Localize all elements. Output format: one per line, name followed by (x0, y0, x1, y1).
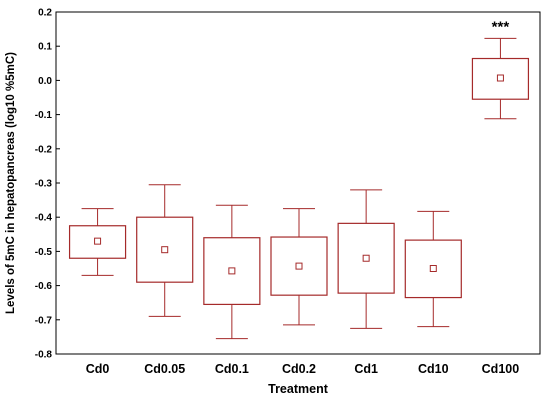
y-axis-ticks: 0.2 0.1 0.0 -0.1 -0.2 -0.3 -0.4 -0.5 -0.6 -0.7 -0.… (35, 8, 60, 361)
box-Cd0 (68, 208, 127, 276)
y-tick-label: -0.1 (35, 110, 53, 121)
center-marker (429, 265, 437, 272)
box-rect (68, 225, 127, 259)
plot-frame (55, 11, 541, 355)
significance-annotation: *** (492, 18, 510, 35)
box-Cd1 (337, 189, 395, 329)
center-marker (228, 267, 236, 275)
x-tick-label: Cd0 (86, 362, 110, 376)
box-Cd100 (471, 37, 530, 120)
box-Cd0.1 (203, 204, 261, 340)
x-tick-label: Cd0.1 (215, 362, 249, 376)
y-axis-title: Levels of 5mC in hepatopancreas (log10 %… (5, 52, 17, 314)
x-tick-label: Cd10 (418, 362, 449, 376)
box-Cd10 (404, 210, 462, 328)
box-series (68, 37, 530, 340)
x-tick-label: Cd0.05 (144, 362, 185, 376)
center-marker (362, 254, 370, 262)
center-marker (161, 246, 169, 254)
center-marker (295, 262, 303, 270)
y-tick-label: -0.5 (35, 247, 53, 258)
box-Cd0.05 (136, 184, 194, 317)
y-tick-label: 0.2 (38, 8, 52, 19)
y-tick-label: 0.0 (38, 76, 52, 87)
box-rect (471, 57, 530, 100)
y-tick-label: 0.1 (38, 42, 52, 53)
box-Cd0.2 (270, 208, 328, 326)
box-rect (404, 239, 462, 299)
y-tick-label: -0.4 (35, 213, 53, 224)
y-tick-label: -0.3 (35, 179, 53, 190)
center-marker (94, 237, 102, 245)
y-tick-label: -0.6 (35, 281, 53, 292)
box-rect (270, 236, 328, 296)
y-tick-label: -0.7 (35, 315, 53, 326)
center-marker (496, 74, 504, 82)
box-rect (337, 222, 395, 294)
annotations: *** (492, 18, 510, 35)
box-rect (136, 216, 194, 283)
x-tick-label: Cd100 (482, 362, 520, 376)
x-axis-tick-labels: Cd0 Cd0.05 Cd0.1 Cd0.2 Cd1 Cd10 Cd100 (86, 362, 519, 376)
y-tick-label: -0.2 (35, 144, 53, 155)
x-tick-label: Cd0.2 (282, 362, 316, 376)
box-rect (203, 237, 261, 306)
y-tick-label: -0.8 (35, 350, 53, 361)
x-tick-label: Cd1 (354, 362, 378, 376)
x-axis-title: Treatment (268, 382, 329, 396)
